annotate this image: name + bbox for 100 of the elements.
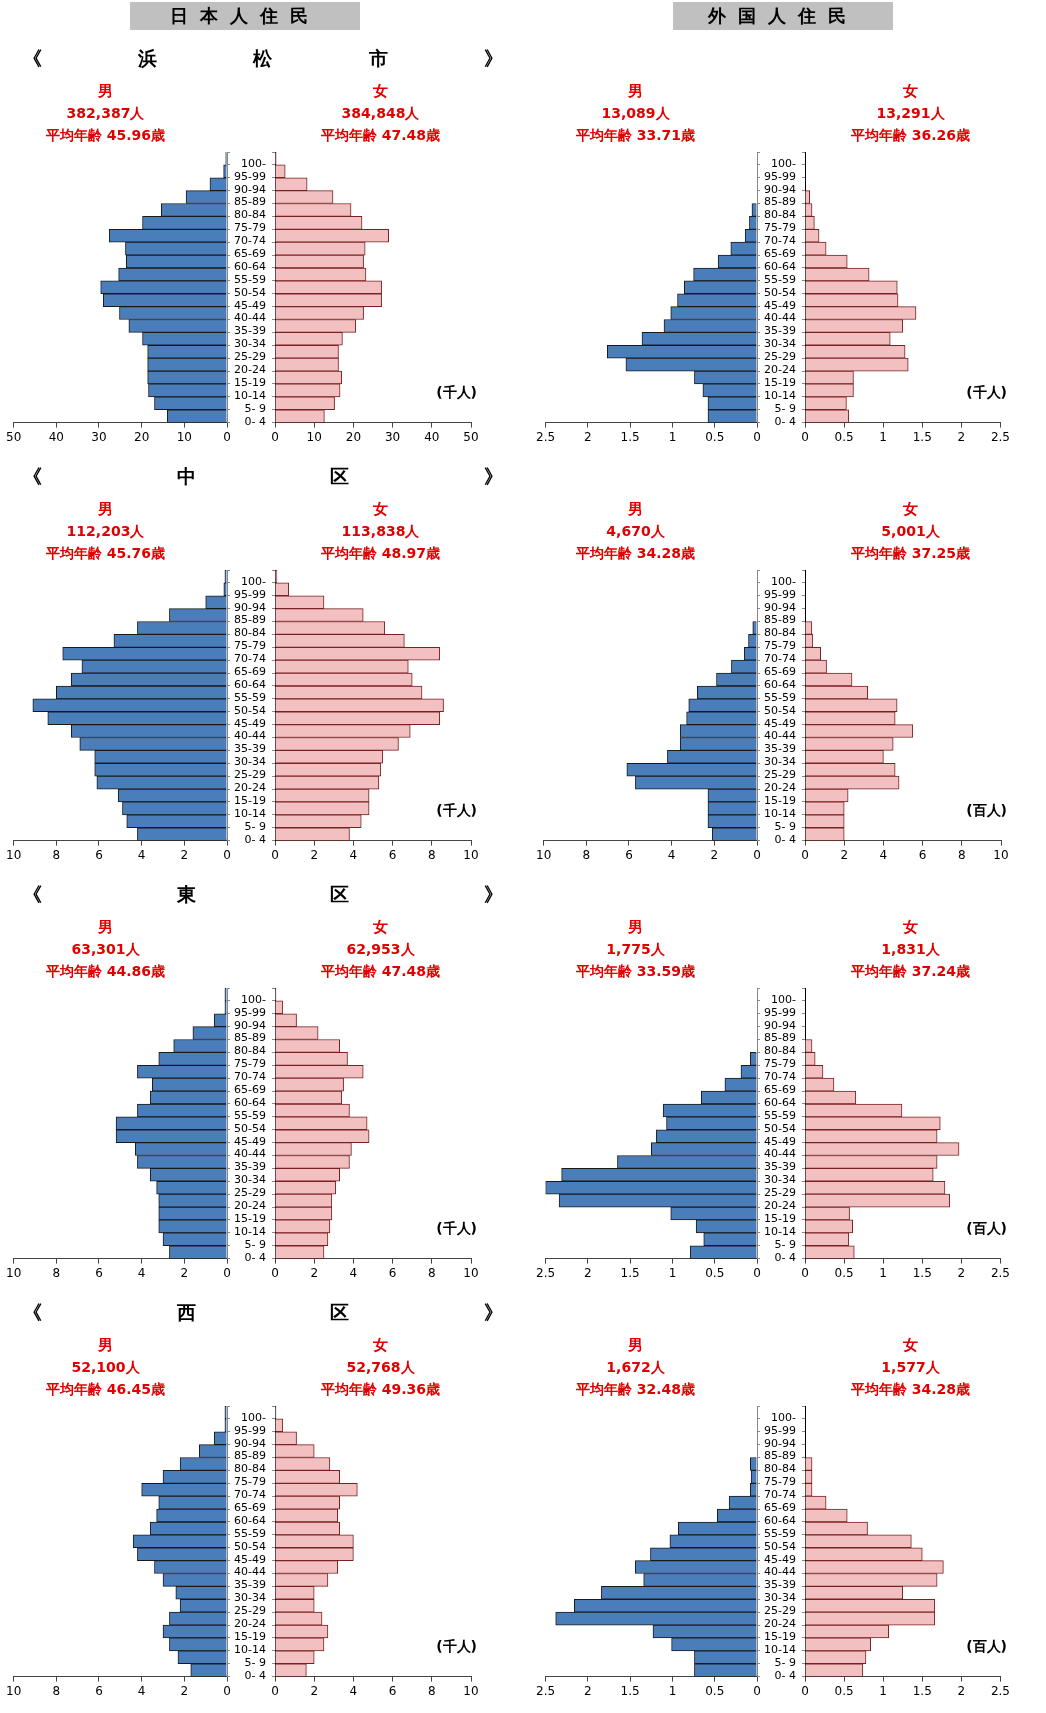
text: 62,953人 [345,940,416,959]
y-tick-label: 5- 9 [244,401,266,415]
x-tick-label: 8 [427,1265,436,1280]
y-tick-label: 40-44 [234,729,266,743]
x-tick-label: 4 [137,1265,146,1280]
x-tick-label: 10 [535,847,552,862]
y-tick-label: 50-54 [764,1121,796,1135]
y-tick-label: 0- 4 [244,832,266,846]
chart-title: 女 [902,1335,919,1356]
y-tick-label: 65-69 [764,247,796,260]
y-tick-label: 30-34 [234,755,266,769]
x-tick-label: 1.5 [620,1265,640,1280]
y-tick-label: 45-49 [764,1134,796,1148]
y-tick-label: 70-74 [234,652,266,666]
x-tick-label: 30 [384,429,401,444]
y-tick-label: 95-99 [764,1005,796,1019]
y-tick-label: 75-79 [764,639,796,653]
x-tick-label: 8 [52,1683,61,1698]
text: 384,848人 [340,104,421,123]
text: 平均年齢 32.48歳 [574,1380,697,1399]
y-tick-label: 90-94 [764,182,796,196]
y-tick-label: 95-99 [764,169,796,183]
y-tick-label: 75-79 [764,1057,796,1071]
y-tick-label: 65-69 [234,1083,266,1096]
y-tick-label: 35-39 [764,1160,796,1174]
text: 5,001人 [880,522,941,541]
x-tick-label: 10 [5,1265,22,1280]
y-tick-label: 65-69 [764,665,796,678]
y-tick-label: 80-84 [234,208,266,222]
x-tick-label: 8 [427,847,436,862]
text: 平均年齢 47.48歳 [319,126,442,145]
x-tick-label: 4 [349,1265,358,1280]
x-tick-label: 1.5 [620,1683,640,1698]
text: 《 浜 松 市 》 [23,46,503,71]
text: 平均年齢 49.36歳 [319,1380,442,1399]
y-tick-label: 100- [241,992,267,1006]
text: 平均年齢 48.97歳 [319,544,442,563]
y-tick-label: 70-74 [234,1070,266,1084]
y-tick-label: 10-14 [764,1642,796,1656]
y-tick-label: 0- 4 [244,1250,266,1264]
y-tick-label: 70-74 [764,1488,796,1502]
y-tick-label: 75-79 [234,221,266,235]
y-tick-label: 55-59 [234,1108,266,1122]
y-tick-label: 20-24 [764,1616,796,1630]
x-tick-label: 0 [223,1265,231,1280]
y-tick-label: 5- 9 [774,819,796,833]
annotation: (千人) [436,1638,477,1656]
x-tick-label: 2 [180,847,189,862]
y-tick-label: 30-34 [764,337,796,351]
x-tick-label: 20 [134,429,150,444]
x-tick-label: 6 [95,1265,103,1280]
chart-title: 男 [97,499,114,520]
y-tick-label: 75-79 [764,1475,796,1489]
y-tick-label: 10-14 [764,388,796,402]
y-tick-label: 50-54 [764,285,796,299]
y-tick-label: 35-39 [764,742,796,756]
y-tick-label: 0- 4 [774,1250,796,1264]
text: 平均年齢 34.28歳 [849,1380,972,1399]
y-tick-label: 40-44 [234,311,266,325]
annotation: (千人) [436,1220,477,1238]
y-tick-label: 80-84 [764,208,796,222]
y-tick-label: 95-99 [764,587,796,601]
y-tick-label: 40-44 [234,1147,266,1161]
x-tick-label: 2.5 [990,1265,1010,1280]
text: 平均年齢 37.25歳 [849,544,972,563]
y-tick-label: 45-49 [764,1552,796,1566]
chart-subtitle: 日本人住民 [130,2,360,30]
x-tick-label: 1 [668,1683,677,1698]
y-tick-label: 5- 9 [774,401,796,415]
y-tick-label: 25-29 [234,1186,266,1200]
x-tick-label: 4 [137,1683,146,1698]
y-tick-label: 0- 4 [244,414,266,428]
x-tick-label: 1 [668,429,677,444]
x-tick-label: 1.5 [912,429,932,444]
x-tick-label: 0.5 [705,1683,725,1698]
y-tick-label: 85-89 [764,1449,796,1463]
y-tick-label: 60-64 [764,677,796,691]
x-tick-label: 30 [91,429,107,444]
x-tick-label: 2 [957,429,966,444]
x-tick-label: 8 [582,847,591,862]
chart-title: 男 [627,499,644,520]
y-tick-label: 45-49 [764,716,796,730]
x-tick-label: 6 [625,847,633,862]
y-tick-label: 60-64 [764,259,796,273]
x-tick-label: 40 [48,429,64,444]
y-tick-label: 85-89 [234,195,266,209]
x-tick-label: 0 [801,1683,809,1698]
y-tick-label: 55-59 [764,272,796,286]
y-tick-label: 65-69 [764,1501,796,1514]
x-tick-label: 20 [345,429,362,444]
y-tick-label: 0- 4 [244,1668,266,1682]
annotation: (千人) [966,384,1007,402]
x-tick-label: 2 [840,847,849,862]
x-tick-label: 4 [349,847,358,862]
y-tick-label: 25-29 [234,1604,266,1618]
y-tick-label: 100- [241,156,267,170]
y-tick-label: 75-79 [234,1475,266,1489]
y-tick-label: 20-24 [234,1198,266,1212]
x-tick-label: 0.5 [834,429,854,444]
y-tick-label: 90-94 [764,600,796,614]
